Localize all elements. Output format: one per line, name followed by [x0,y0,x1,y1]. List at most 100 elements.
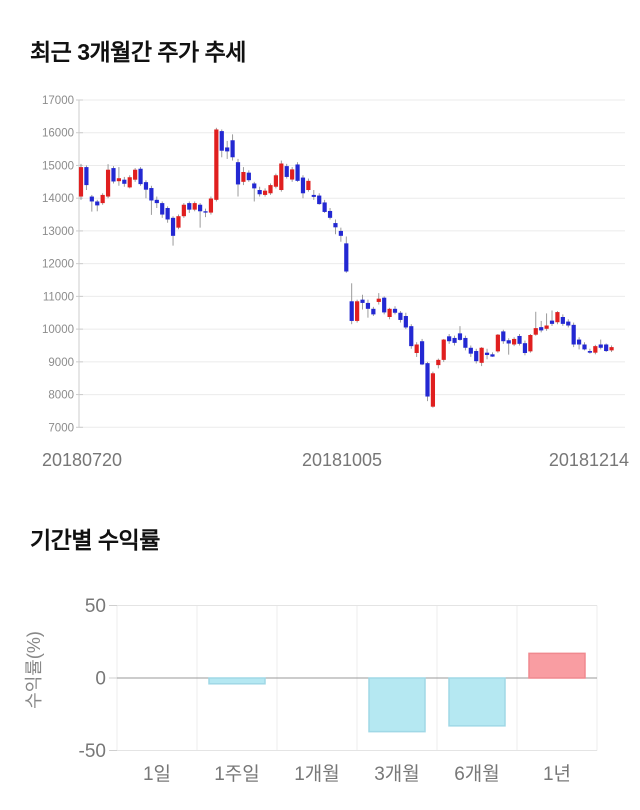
candle-body [327,210,333,218]
candle-body [571,324,576,345]
candle-body [149,188,154,201]
candle-body [501,331,506,342]
candle-body [214,129,219,200]
candle-body [544,325,549,329]
candle-body [560,316,565,324]
y-tick-label: 8000 [48,390,74,402]
candle-body [512,338,517,345]
candle-body [246,172,251,181]
period-return-title: 기간별 수익률 [30,527,160,553]
candle-body [463,337,468,348]
candle-body [604,344,609,352]
candle-body [219,131,224,151]
period-return-bar-chart: 50 0 -50 1일 1주일 1개월 3개월 6개월 1년 수익률(%) [24,596,598,785]
candle-body [322,202,327,212]
candle-body [306,180,311,191]
candle-body [230,140,235,158]
candle-body [593,346,598,353]
candle-body [582,344,587,350]
candlestick-chart: 17000 16000 15000 14000 13000 12000 11000 10000… [42,95,629,470]
candle-body [225,147,230,152]
candle-body [371,308,376,315]
candle-body [317,195,322,205]
candle-body [116,178,121,182]
candle-body [311,194,316,197]
candle-body [533,328,538,335]
candle-body [143,182,149,190]
candle-body [355,301,360,321]
candle-body [160,203,165,215]
candle-body [484,352,490,355]
candle-body [495,334,500,352]
x-category-label: 1일 [143,763,171,785]
y-tick-label: 11000 [43,291,74,303]
x-category-label: 1개월 [294,763,340,785]
candle-body [609,347,614,351]
candle-body [387,308,392,317]
candle-body [198,204,203,212]
y-tick-label: 7000 [48,422,74,434]
candle-body [598,344,603,348]
candle-body [105,169,111,197]
candle-body [252,183,257,189]
candle-body [457,333,463,340]
candle-body [257,190,262,195]
candle-body [279,163,284,191]
candle-body [468,347,473,354]
return-bar [528,652,586,679]
x-category-label: 1주일 [214,763,260,785]
candle-body [430,373,436,407]
candle-body [176,216,181,228]
candle-body [89,196,94,202]
candle-body [566,321,571,326]
y-tick-label: 10000 [42,324,74,336]
y-tick-label: 14000 [42,193,74,205]
candle-body [122,179,127,184]
candle-body [522,343,528,354]
candle-body [528,335,533,352]
y-tick-label: 15000 [42,160,74,172]
y-tick-label: 17000 [42,95,74,107]
candle-body [425,363,430,397]
candle-body [436,359,441,366]
candle-body [241,172,246,182]
candle-body [398,312,403,320]
candle-body [235,162,241,185]
y-tick-label: 13000 [42,226,74,238]
x-category-label: 1년 [543,763,571,785]
candle-body [84,167,89,186]
x-date-label: 20181214 [549,450,629,470]
price-trend-title: 최근 3개월간 주가 추세 [30,39,246,65]
candle-body [203,211,208,213]
y-tick-label: 50 [85,596,106,617]
y-tick-label: 9000 [48,357,74,369]
y-tick-label: 16000 [42,128,74,140]
candle-body [100,194,105,204]
candle-body [382,297,387,313]
candle-body [170,217,176,236]
return-bar [208,677,266,685]
candle-body [95,201,100,206]
candle-body [284,166,289,177]
candle-body [78,167,84,197]
candle-body [181,204,186,217]
y-axis-title: 수익률(%) [24,631,44,709]
y-tick-label: 0 [95,669,106,690]
candle-body [154,199,159,204]
candle-body [587,351,593,353]
candle-body [300,177,306,194]
candle-body [208,198,214,213]
candle-body [376,298,381,302]
return-bar [448,677,506,727]
candle-body [452,337,457,343]
candle-body [447,336,452,342]
candle-body [344,243,349,272]
candle-body [187,203,192,210]
candle-body [192,203,197,210]
candle-body [409,326,414,347]
x-category-label: 3개월 [374,763,420,785]
candle-body [360,299,365,303]
candle-body [133,169,138,180]
candle-body [338,230,343,236]
candle-body [555,312,560,323]
